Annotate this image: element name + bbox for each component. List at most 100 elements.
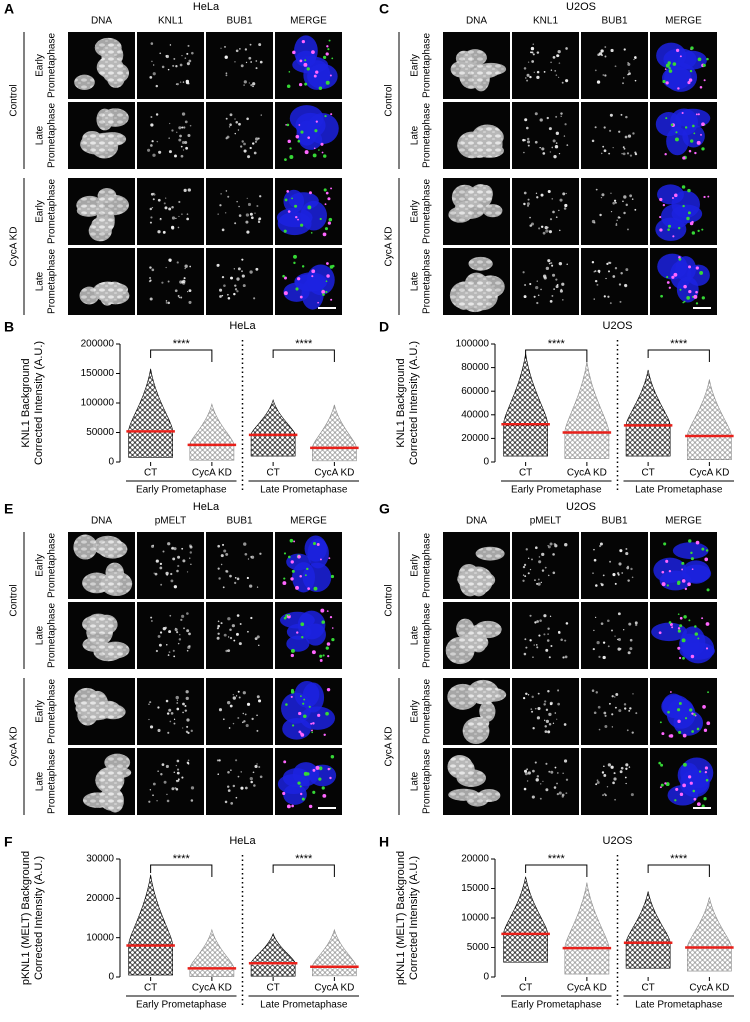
spot-texture: [604, 46, 607, 48]
spot-texture: [602, 794, 604, 796]
x-tick-label: CycA KD: [192, 983, 232, 994]
point-cloud: [687, 897, 732, 972]
merge-spot: [693, 294, 698, 299]
spot-texture: [250, 61, 253, 63]
spot-texture: [166, 644, 168, 646]
chromosome-texture: [468, 184, 493, 209]
x-tick-label: CT: [144, 468, 157, 479]
merge-spot: [661, 570, 665, 574]
spot-texture: [173, 585, 177, 589]
spot-texture: [174, 289, 178, 293]
spot-texture: [555, 131, 559, 135]
merge-spot: [696, 140, 701, 145]
spot-texture: [185, 696, 189, 701]
merge-texture: [662, 66, 692, 90]
micrograph: [137, 178, 204, 245]
chromosome-texture: [101, 108, 129, 127]
merge-spot: [693, 797, 697, 801]
spot-texture: [155, 113, 159, 116]
spot-texture: [608, 152, 611, 155]
spot-texture: [543, 71, 546, 73]
merge-spot: [325, 280, 328, 283]
spot-texture: [536, 775, 540, 778]
spot-texture: [544, 725, 547, 728]
group-label: Late Prometaphase: [260, 1000, 348, 1011]
spot-texture: [173, 771, 176, 774]
merge-spot: [286, 123, 290, 127]
spot-texture: [549, 151, 552, 153]
spot-texture: [627, 651, 631, 655]
spot-texture: [538, 634, 541, 637]
spot-texture: [555, 74, 558, 76]
merge-spot: [659, 228, 663, 232]
spot-texture: [631, 576, 634, 579]
merge-spot: [690, 551, 693, 555]
merge-spot: [319, 654, 323, 658]
merge-spot: [293, 540, 296, 543]
spot-texture: [536, 280, 538, 282]
spot-texture: [233, 268, 236, 270]
merge-spot: [658, 631, 662, 635]
merge-texture: [671, 204, 703, 224]
merge-spot: [283, 291, 288, 296]
merge-spot: [310, 231, 313, 234]
spot-texture: [624, 707, 627, 710]
spot-texture: [546, 116, 549, 120]
spot-texture: [190, 729, 193, 732]
merge-spot: [677, 627, 681, 630]
merge-spot: [289, 147, 292, 150]
spot-texture: [547, 190, 551, 194]
spot-texture: [553, 288, 555, 290]
spot-texture: [149, 207, 153, 211]
spot-texture: [185, 146, 189, 150]
spot-texture: [232, 784, 236, 788]
merge-spot: [325, 191, 329, 195]
merge-spot: [677, 646, 681, 650]
spot-texture: [545, 648, 549, 652]
spot-texture: [536, 75, 540, 80]
spot-texture: [560, 112, 563, 115]
spot-texture: [611, 695, 614, 698]
merge-spot: [665, 117, 668, 120]
row-label: Prometaphase: [422, 603, 433, 668]
spot-texture: [536, 716, 540, 720]
spot-texture: [544, 566, 547, 569]
spot-texture: [252, 85, 254, 88]
spot-texture: [190, 799, 194, 802]
spot-texture: [554, 766, 557, 769]
merge-spot: [290, 560, 294, 564]
merge-texture: [292, 562, 316, 593]
x-tick-label: CycA KD: [314, 468, 354, 479]
spot-texture: [596, 779, 599, 782]
spot-texture: [523, 151, 525, 154]
spot-texture: [548, 723, 552, 726]
merge-spot: [659, 786, 662, 789]
spot-texture: [173, 655, 176, 658]
spot-texture: [244, 786, 248, 790]
spot-texture: [179, 280, 183, 284]
spot-texture: [556, 718, 558, 720]
spot-texture: [561, 793, 565, 797]
group-label: CycA KD: [9, 226, 20, 266]
point-cloud: [503, 353, 548, 457]
y-tick-label: 200000: [81, 339, 115, 350]
spot-texture: [175, 764, 178, 767]
merge-spot: [679, 616, 683, 620]
spot-texture: [245, 61, 248, 64]
merge-spot: [688, 149, 692, 153]
y-axis-label: Corrected Intensity (A.U.): [33, 856, 45, 980]
merge-spot: [673, 272, 678, 277]
spot-texture: [602, 145, 605, 148]
y-tick-label: 30000: [86, 854, 114, 865]
merge-spot: [328, 557, 331, 560]
spot-texture: [221, 228, 225, 232]
merge-spot: [695, 113, 698, 116]
panel-label: H: [379, 834, 389, 850]
spot-texture: [529, 216, 531, 219]
significance-label: ****: [670, 853, 688, 865]
spot-texture: [257, 220, 261, 224]
merge-spot: [688, 539, 692, 543]
merge-spot: [306, 67, 310, 71]
spot-texture: [161, 65, 165, 69]
merge-spot: [329, 616, 333, 619]
